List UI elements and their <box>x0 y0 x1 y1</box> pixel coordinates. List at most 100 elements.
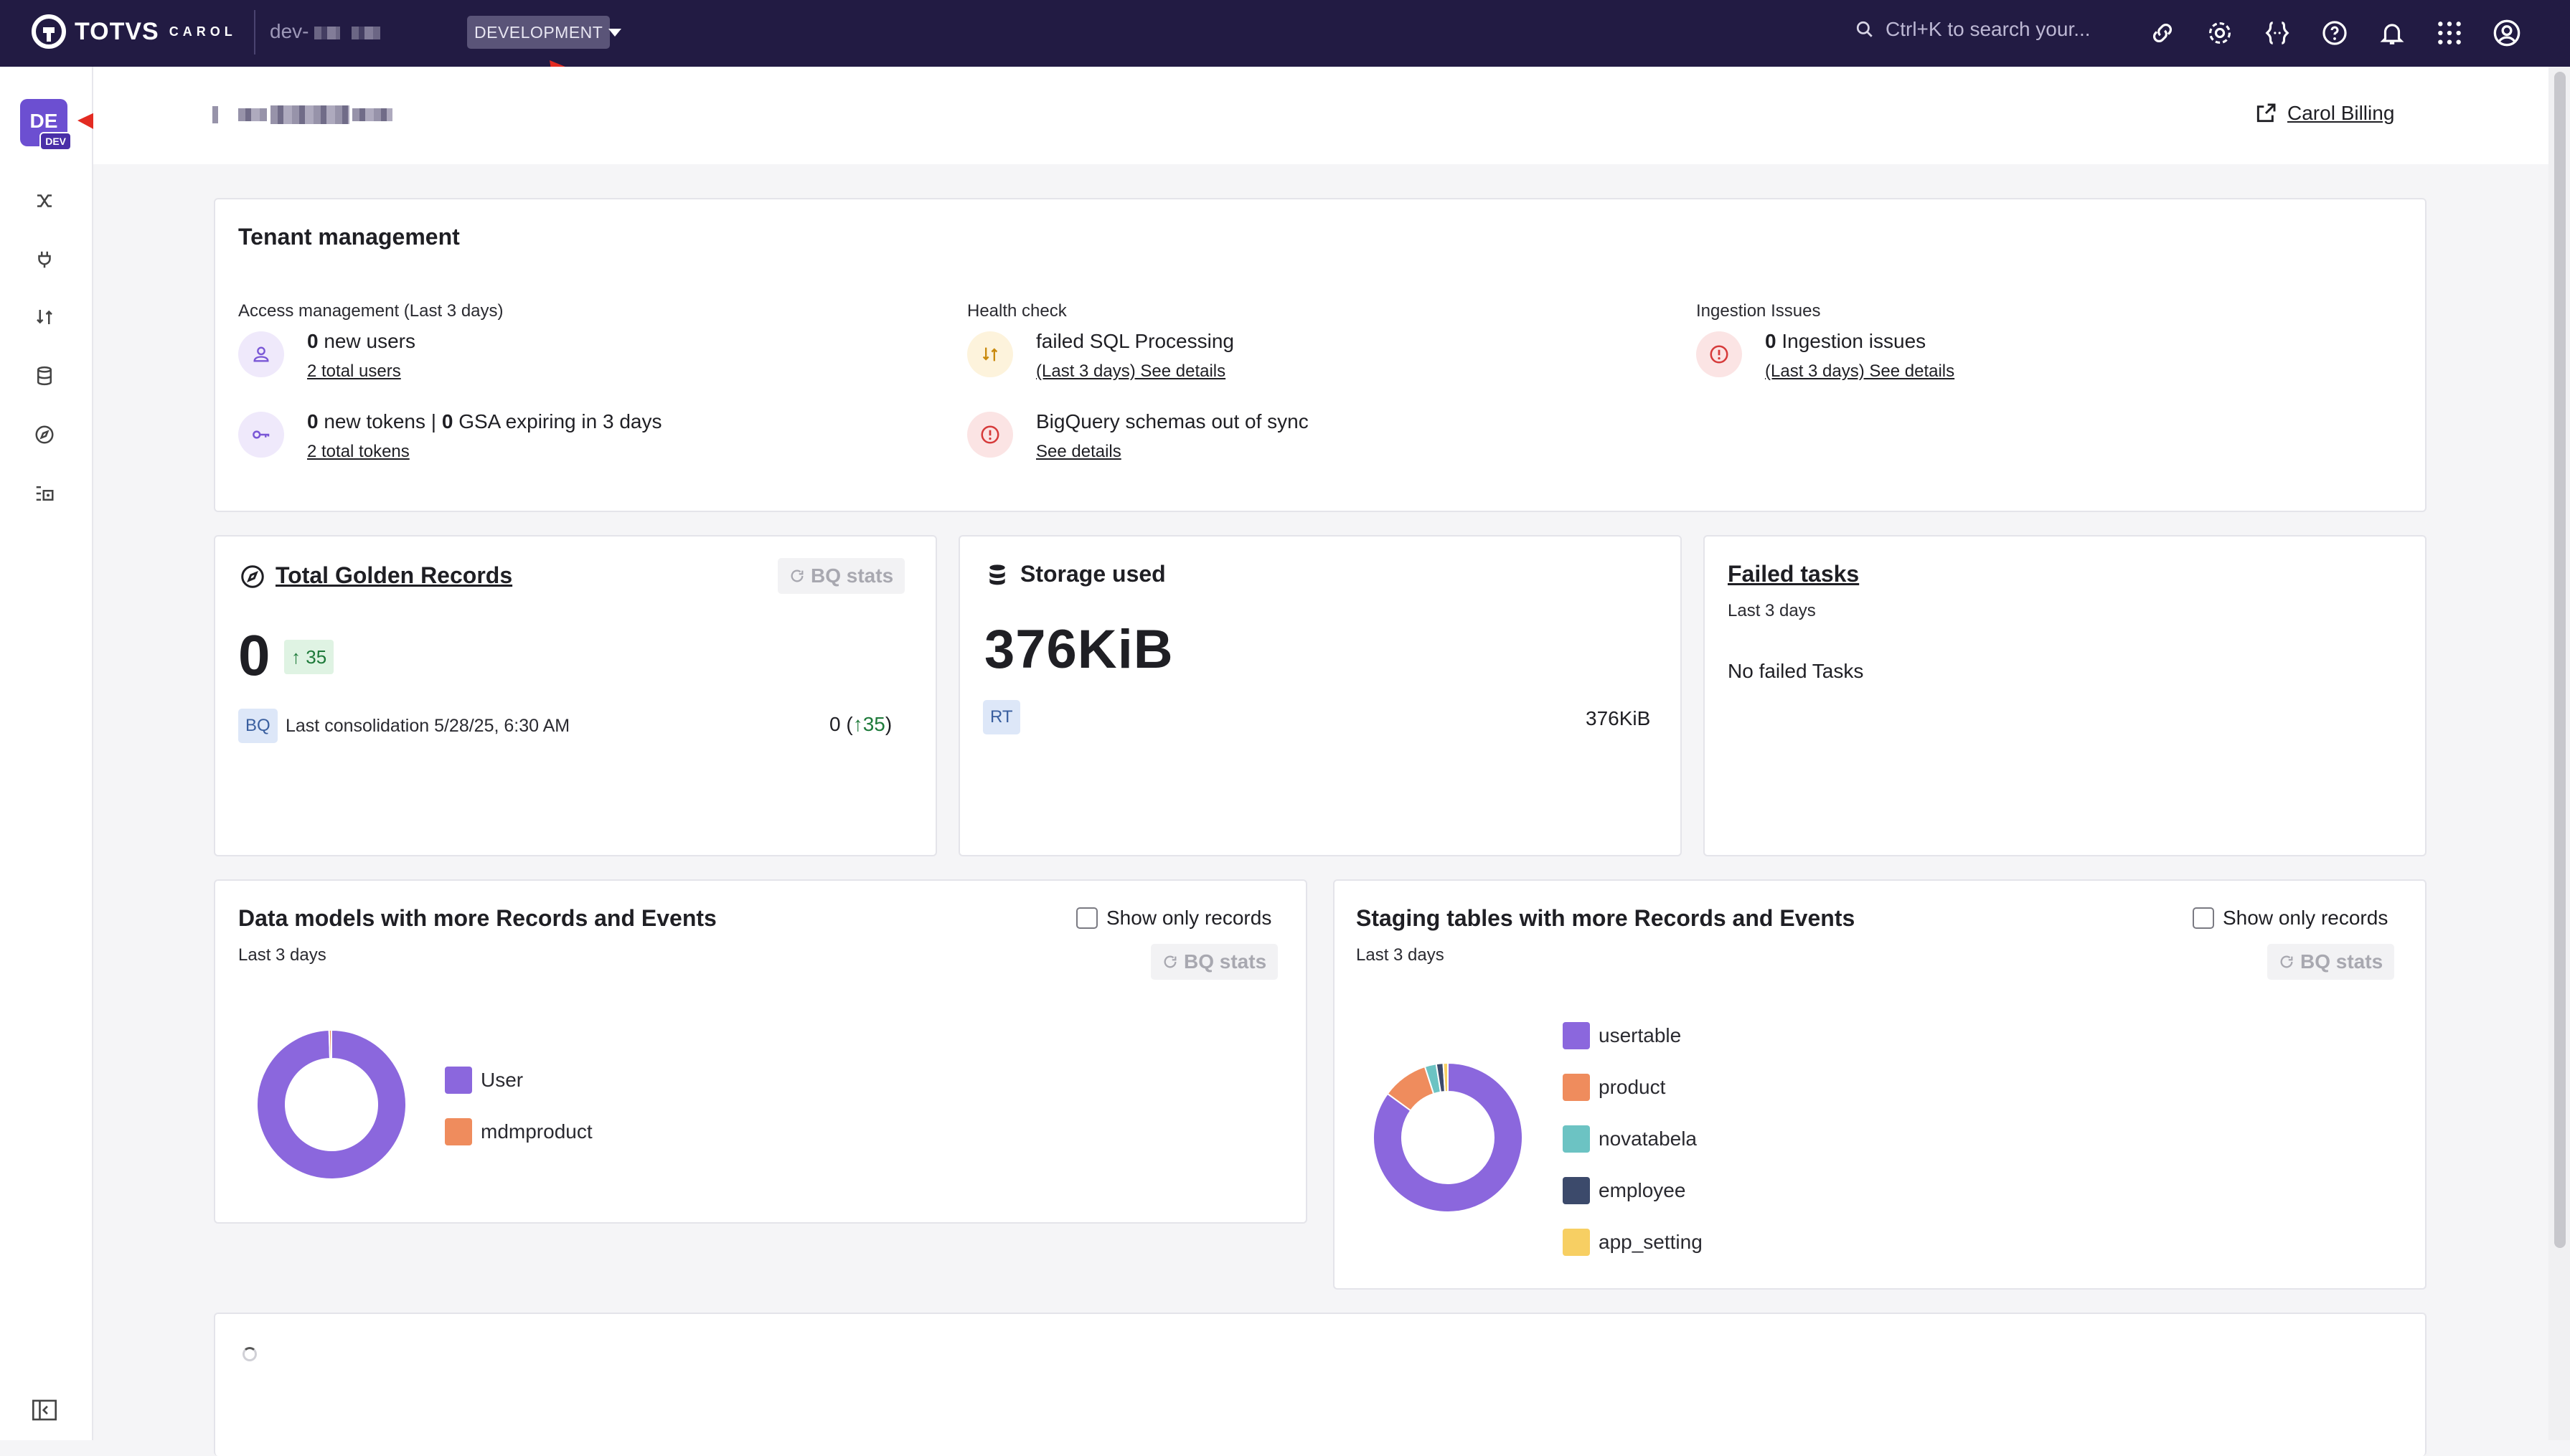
refresh-icon <box>791 569 804 582</box>
checkbox-label: Show only records <box>2223 907 2388 929</box>
legend-swatch <box>1563 1229 1590 1256</box>
bigquery-sync-text: BigQuery schemas out of sync <box>1036 410 1309 432</box>
staging-legend-item[interactable]: novatabela <box>1563 1125 1703 1153</box>
data-models-slice-User[interactable] <box>256 1029 407 1180</box>
legend-swatch <box>1563 1022 1590 1049</box>
left-sidebar <box>0 67 93 1440</box>
staging-tables-title: Staging tables with more Records and Eve… <box>1356 905 1855 931</box>
user-profile-icon[interactable] <box>2491 17 2523 49</box>
tenant-selector[interactable]: dev- <box>270 20 381 43</box>
totvs-logo[interactable]: TOTVS CAROL <box>32 14 237 49</box>
show-only-records-checkbox[interactable] <box>1076 907 1098 929</box>
redacted-text <box>238 108 268 121</box>
help-icon[interactable] <box>2319 17 2350 49</box>
golden-bq-stats-button[interactable]: BQ stats <box>778 558 905 594</box>
golden-right-delta: 35 <box>862 713 885 735</box>
staging-show-only-records[interactable]: Show only records <box>2193 907 2388 930</box>
sidebar-transfer-icon[interactable] <box>32 304 57 330</box>
database-icon <box>989 564 1005 585</box>
data-models-legend-item[interactable]: User <box>445 1066 593 1095</box>
sidebar-plug-icon[interactable] <box>32 247 57 273</box>
failed-sql-link[interactable]: (Last 3 days) See details <box>1036 361 1226 381</box>
alert-icon <box>1696 331 1742 377</box>
last-consolidation: Last consolidation 5/28/25, 6:30 AM <box>286 716 570 736</box>
legend-label: employee <box>1599 1179 1686 1201</box>
gear-icon[interactable] <box>2204 17 2236 49</box>
bq-stats-label: BQ stats <box>811 564 894 587</box>
legend-swatch <box>1563 1177 1590 1204</box>
billing-link-text: Carol Billing <box>2287 102 2395 124</box>
arrow-up-icon: ↑ <box>291 646 301 668</box>
sidebar-compass-icon[interactable] <box>32 422 57 448</box>
code-braces-icon[interactable] <box>2261 17 2293 49</box>
user-icon <box>238 331 284 377</box>
data-models-legend: User mdmproduct <box>445 1066 593 1146</box>
legend-label: mdmproduct <box>481 1120 593 1143</box>
staging-tables-donut-chart[interactable] <box>1372 1062 1524 1214</box>
legend-label: product <box>1599 1076 1666 1098</box>
sidebar-database-icon[interactable] <box>32 363 57 389</box>
total-tokens-link[interactable]: 2 total tokens <box>307 442 410 461</box>
storage-value: 376KiB <box>984 619 1174 680</box>
ingestion-issues-line: 0 Ingestion issues <box>1765 330 1926 353</box>
scrollbar-thumb[interactable] <box>2554 72 2566 1248</box>
data-models-title: Data models with more Records and Events <box>238 905 717 931</box>
avatar-initials: DE <box>29 110 58 132</box>
carol-billing-link[interactable]: Carol Billing <box>2254 102 2394 125</box>
golden-right-value-line: 0 (↑35) <box>829 713 893 735</box>
global-search[interactable] <box>1855 17 2124 42</box>
legend-label: app_setting <box>1599 1231 1703 1253</box>
new-tokens-text: new tokens <box>324 410 425 432</box>
sidebar-flow-icon[interactable] <box>32 188 57 214</box>
apps-grid-icon[interactable] <box>2434 17 2465 49</box>
sidebar-list-icon[interactable] <box>32 481 57 506</box>
data-models-legend-item[interactable]: mdmproduct <box>445 1117 593 1146</box>
bigquery-sync-link[interactable]: See details <box>1036 442 1121 461</box>
staging-legend-item[interactable]: product <box>1563 1073 1703 1102</box>
failed-tasks-title[interactable]: Failed tasks <box>1728 561 1860 587</box>
avatar-badge: DEV <box>39 132 72 151</box>
collapse-sidebar-icon[interactable] <box>32 1397 57 1423</box>
ingestion-link[interactable]: (Last 3 days) See details <box>1765 361 1955 381</box>
redacted-text <box>314 26 341 39</box>
tokens-line: 0 new tokens | 0 GSA expiring in 3 days <box>307 410 662 433</box>
total-users-link[interactable]: 2 total users <box>307 361 401 381</box>
gsa-count: 0 <box>441 410 453 432</box>
failed-sql-text: failed SQL Processing <box>1036 330 1234 352</box>
staging-legend-item[interactable]: app_setting <box>1563 1228 1703 1257</box>
golden-records-title[interactable]: Total Golden Records <box>276 562 513 588</box>
compass-icon <box>241 565 264 588</box>
data-models-subtitle: Last 3 days <box>238 945 326 965</box>
caret-down-icon[interactable] <box>608 29 621 37</box>
data-models-bq-stats-button[interactable]: BQ stats <box>1151 944 1279 980</box>
staging-slice-app_setting[interactable] <box>1442 1062 1449 1093</box>
ingestion-count: 0 <box>1765 330 1776 352</box>
new-tokens-count: 0 <box>307 410 319 432</box>
refresh-icon <box>2280 955 2293 968</box>
ingestion-text: Ingestion issues <box>1781 330 1926 352</box>
data-models-donut-chart[interactable] <box>255 1029 408 1181</box>
staging-legend-item[interactable]: employee <box>1563 1176 1703 1205</box>
redacted-text <box>352 108 393 121</box>
bell-icon[interactable] <box>2376 17 2408 49</box>
link-icon[interactable] <box>2147 17 2178 49</box>
failed-tasks-message: No failed Tasks <box>1728 660 1864 682</box>
access-management-label: Access management (Last 3 days) <box>238 301 504 321</box>
staging-legend-item[interactable]: usertable <box>1563 1021 1703 1050</box>
show-only-records-checkbox[interactable] <box>2193 907 2214 929</box>
key-icon <box>238 412 284 458</box>
legend-swatch <box>1563 1074 1590 1101</box>
data-models-slice-mdmproduct[interactable] <box>328 1029 332 1060</box>
staging-bq-stats-button[interactable]: BQ stats <box>2267 944 2395 980</box>
environment-badge[interactable]: DEVELOPMENT <box>467 16 611 49</box>
staging-tables-subtitle: Last 3 days <box>1356 945 1444 965</box>
sql-transfer-icon <box>967 331 1013 377</box>
storage-title: Storage used <box>1020 561 1166 587</box>
failed-tasks-subtitle: Last 3 days <box>1728 601 1816 620</box>
search-input[interactable] <box>1884 17 2124 42</box>
data-models-show-only-records[interactable]: Show only records <box>1076 907 1271 930</box>
staging-slice-usertable[interactable] <box>1373 1062 1523 1213</box>
gsa-text: GSA expiring in 3 days <box>458 410 662 432</box>
tenant-avatar[interactable]: DE DEV <box>20 99 72 151</box>
top-bar: TOTVS CAROL dev- DEVELOPMENT <box>0 0 2570 67</box>
